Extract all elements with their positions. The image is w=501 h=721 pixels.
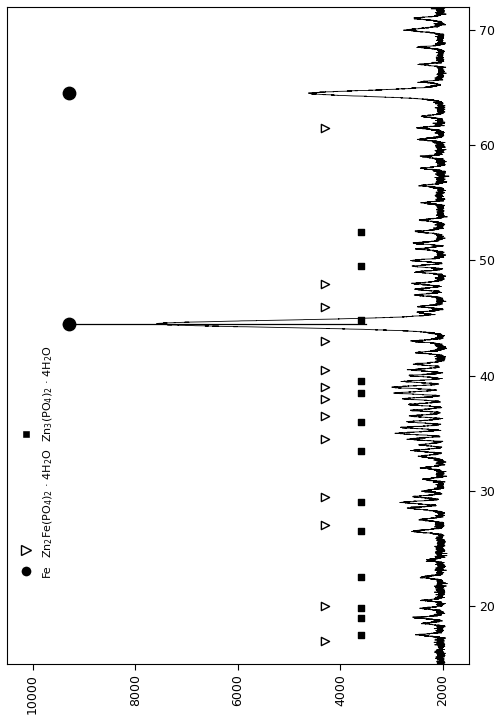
Zn$_2$Fe(PO$_4$)$_2$ · 4H$_2$O <box>320 364 328 376</box>
Zn$_2$Fe(PO$_4$)$_2$ · 4H$_2$O <box>320 433 328 445</box>
Zn$_3$(PO$_4$)$_2$ · 4H$_2$O <box>356 226 364 237</box>
Zn$_2$Fe(PO$_4$)$_2$ · 4H$_2$O <box>320 301 328 312</box>
Zn$_2$Fe(PO$_4$)$_2$ · 4H$_2$O <box>320 122 328 133</box>
Zn$_3$(PO$_4$)$_2$ · 4H$_2$O <box>356 376 364 387</box>
Zn$_3$(PO$_4$)$_2$ · 4H$_2$O <box>356 612 364 624</box>
Zn$_2$Fe(PO$_4$)$_2$ · 4H$_2$O <box>320 601 328 612</box>
Zn$_2$Fe(PO$_4$)$_2$ · 4H$_2$O <box>320 278 328 289</box>
Zn$_3$(PO$_4$)$_2$ · 4H$_2$O <box>356 387 364 399</box>
Zn$_3$(PO$_4$)$_2$ · 4H$_2$O <box>356 445 364 456</box>
Zn$_3$(PO$_4$)$_2$ · 4H$_2$O <box>356 314 364 326</box>
Zn$_2$Fe(PO$_4$)$_2$ · 4H$_2$O <box>320 410 328 422</box>
Zn$_2$Fe(PO$_4$)$_2$ · 4H$_2$O <box>320 635 328 647</box>
Zn$_2$Fe(PO$_4$)$_2$ · 4H$_2$O <box>320 520 328 531</box>
Zn$_2$Fe(PO$_4$)$_2$ · 4H$_2$O <box>320 491 328 503</box>
Zn$_2$Fe(PO$_4$)$_2$ · 4H$_2$O <box>320 335 328 347</box>
Zn$_3$(PO$_4$)$_2$ · 4H$_2$O <box>356 526 364 537</box>
Fe <box>64 87 72 99</box>
Legend: Zn$_3$(PO$_4$)$_2$ · 4H$_2$O, Zn$_2$Fe(PO$_4$)$_2$ · 4H$_2$O, Fe: Zn$_3$(PO$_4$)$_2$ · 4H$_2$O, Zn$_2$Fe(P… <box>10 340 59 582</box>
Zn$_3$(PO$_4$)$_2$ · 4H$_2$O <box>356 497 364 508</box>
Zn$_3$(PO$_4$)$_2$ · 4H$_2$O <box>356 629 364 641</box>
Fe <box>64 318 72 329</box>
Zn$_2$Fe(PO$_4$)$_2$ · 4H$_2$O <box>320 381 328 393</box>
Zn$_3$(PO$_4$)$_2$ · 4H$_2$O <box>356 603 364 614</box>
Zn$_3$(PO$_4$)$_2$ · 4H$_2$O <box>356 260 364 272</box>
Zn$_3$(PO$_4$)$_2$ · 4H$_2$O <box>356 572 364 583</box>
Zn$_2$Fe(PO$_4$)$_2$ · 4H$_2$O <box>320 393 328 404</box>
Zn$_3$(PO$_4$)$_2$ · 4H$_2$O <box>356 416 364 428</box>
